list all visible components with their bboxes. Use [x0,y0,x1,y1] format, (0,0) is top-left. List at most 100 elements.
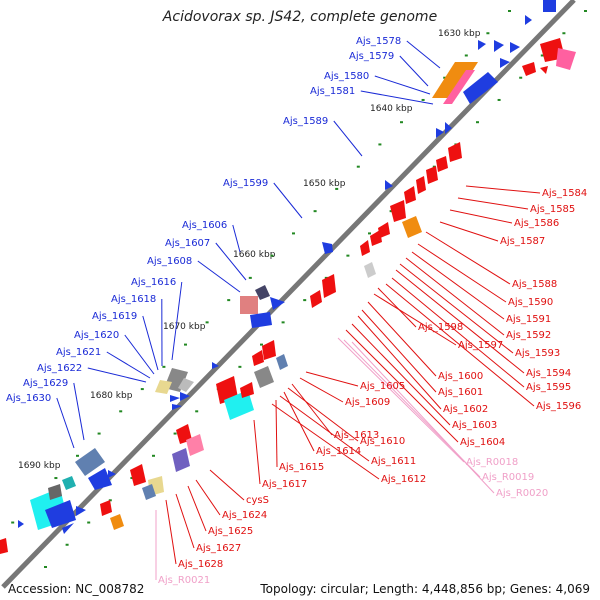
tick-dot [292,232,295,235]
gene-arrow-minus [176,424,192,444]
tick-dot [389,210,393,213]
leader-line [360,90,434,105]
gene-label-plus: Ajs_1606 [182,220,227,231]
tick-dot [119,410,123,413]
gene-arrow-plus [525,15,532,25]
gene-label-plus: Ajs_1578 [356,36,401,47]
gene-label-minus: Ajs_1604 [460,437,505,448]
gene-label-minus: Ajs_1586 [514,218,559,229]
leader-line [283,391,315,452]
leader-line [357,315,442,410]
gene-label-plus: Ajs_1607 [165,238,210,249]
gene-arrow-plus [108,470,116,478]
leader-line [87,367,147,383]
leader-line [273,182,303,219]
leader-line [209,469,245,501]
leader-line [197,260,241,293]
gene-arrow-minus [436,156,448,172]
tick-dot [432,165,436,168]
leader-line [351,323,451,426]
plus-leader-lines [56,40,441,449]
gene-label-plus: Ajs_1621 [56,347,101,358]
leader-line [279,395,370,462]
gene-label-plus: Ajs_1581 [310,86,355,97]
rna-gene-labels: Ajs_R0018 Ajs_R0019 Ajs_R0020 Ajs_R0021 [158,457,548,586]
scale-label: 1650 kbp [303,179,346,189]
gene-teal [62,476,76,490]
gene-label-plus: Ajs_1608 [147,256,192,267]
minus-gene-labels: Ajs_1584 Ajs_1585 Ajs_1586 Ajs_1587 Ajs_1588… [178,188,587,570]
tick-dot [162,365,166,368]
gene-label-plus: Ajs_1622 [37,363,82,374]
tick-dot [443,76,447,79]
gene-steel [75,448,105,476]
gene-label-minus: Ajs_1591 [506,314,551,325]
tick-dot [562,32,566,35]
gene-label-minus: Ajs_1597 [458,340,503,351]
plus-gene-labels: Ajs_1578 Ajs_1579 Ajs_1580 Ajs_1581 Ajs_1589… [6,36,401,404]
gene-arrow-minus [0,538,8,554]
tick-dot [313,210,317,213]
leader-line [275,399,278,468]
gene-label-minus: Ajs_1613 [334,430,379,441]
tick-dot [584,10,587,12]
gene-label-minus: Ajs_1600 [438,371,483,382]
gene-cyan [224,390,254,420]
gene-gray [48,484,62,500]
gene-label-plus: Ajs_1630 [6,393,51,404]
gene-label-minus: Ajs_1627 [196,543,241,554]
tick-dot [44,566,47,568]
tick-dot [519,76,523,79]
gene-label-minus: Ajs_1617 [262,479,307,490]
gene-gray-light [178,378,194,392]
leader-line [271,403,380,480]
gene-arrow-plus [250,312,272,328]
gene-arrow-minus [390,200,406,222]
gene-label-minus: Ajs_1594 [526,368,571,379]
gene-arrow-plus [500,58,510,68]
gene-label-minus: Ajs_1593 [515,348,560,359]
tick-dot [87,521,91,524]
gene-arrow-plus [463,72,498,104]
gene-label-plus: Ajs_1629 [23,378,68,389]
minus-leader-lines [165,185,541,565]
gene-arrow-minus [378,222,390,238]
leader-line [195,479,221,516]
gene-arrow-plus [76,506,86,516]
gene-label-minus: Ajs_1601 [438,387,483,398]
genome-summary-text: Topology: circular; Length: 4,448,856 bp… [260,582,590,596]
gene-arrow-plus [510,42,520,53]
gene-arrow-plus [543,0,556,12]
gene-label-rna: Ajs_R0021 [158,575,210,586]
tick-dot [270,254,274,257]
gene-label-minus: Ajs_1609 [345,397,390,408]
tick-marks [11,10,587,568]
leader-line [232,224,241,253]
tick-dot [152,454,155,457]
gene-dark [255,285,270,300]
gene-label-plus: Ajs_1579 [349,51,394,62]
tick-dot [497,98,501,101]
leader-line [171,281,183,361]
tick-dot [227,299,231,302]
leader-line [253,419,261,485]
gene-label-plus: Ajs_1589 [283,116,328,127]
tick-dot [260,343,263,346]
gene-label-minus: Ajs_1614 [316,446,361,457]
gene-gray [254,366,274,388]
leader-line [406,40,441,69]
gene-label-minus: Ajs_1605 [360,381,405,392]
tick-dot [11,521,15,524]
gene-label-minus: Ajs_1611 [371,456,416,467]
leader-line [215,242,247,281]
gene-label-plus: Ajs_1580 [324,71,369,82]
gene-arrow-minus [360,240,370,256]
tick-dot [205,321,209,324]
gene-arrow-minus [540,66,548,74]
leader-line [439,221,499,242]
gene-gray-light [364,262,376,278]
leader-line [56,397,75,449]
gene-arrow-minus [522,62,536,76]
gene-arrow-minus [370,230,382,246]
leader-line [351,341,495,494]
